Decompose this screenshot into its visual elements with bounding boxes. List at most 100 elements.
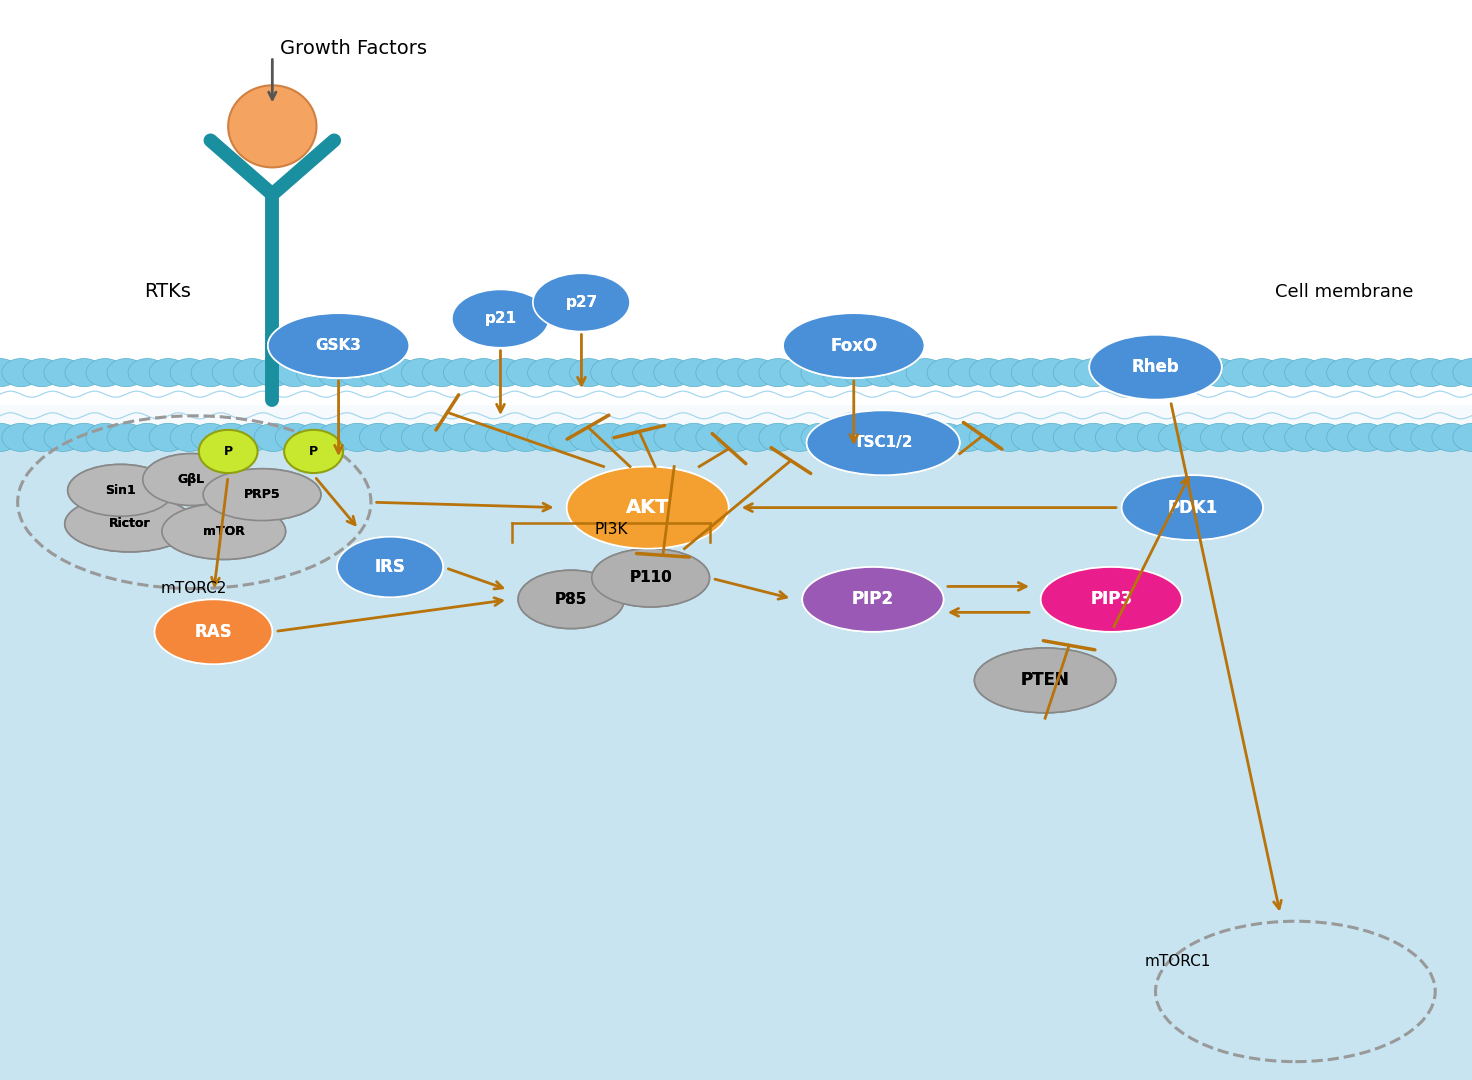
Circle shape [570, 423, 608, 451]
Circle shape [780, 423, 818, 451]
Ellipse shape [65, 496, 194, 552]
Text: Rictor: Rictor [109, 517, 150, 530]
Circle shape [1285, 359, 1323, 387]
Circle shape [590, 423, 629, 451]
Text: P85: P85 [555, 592, 587, 607]
Circle shape [1, 359, 40, 387]
Ellipse shape [802, 567, 944, 632]
Circle shape [1453, 423, 1472, 451]
Text: PRP5: PRP5 [244, 488, 280, 501]
Circle shape [927, 359, 966, 387]
Ellipse shape [567, 467, 729, 549]
Circle shape [864, 423, 902, 451]
Text: AKT: AKT [626, 498, 670, 517]
Circle shape [1011, 423, 1050, 451]
Circle shape [927, 423, 966, 451]
Ellipse shape [518, 570, 624, 629]
Circle shape [1453, 359, 1472, 387]
Circle shape [318, 359, 356, 387]
Circle shape [570, 359, 608, 387]
Circle shape [296, 359, 334, 387]
Circle shape [1242, 359, 1281, 387]
Ellipse shape [268, 313, 409, 378]
Circle shape [402, 359, 440, 387]
Text: FoxO: FoxO [830, 337, 877, 354]
Circle shape [1138, 359, 1176, 387]
Text: mTOR: mTOR [203, 525, 244, 538]
Circle shape [171, 359, 209, 387]
Ellipse shape [807, 410, 960, 475]
Circle shape [191, 423, 230, 451]
Circle shape [318, 423, 356, 451]
Ellipse shape [203, 469, 321, 521]
Circle shape [486, 423, 524, 451]
Ellipse shape [452, 289, 549, 348]
Ellipse shape [1122, 475, 1263, 540]
Text: TSC1/2: TSC1/2 [854, 435, 913, 450]
Text: PIP3: PIP3 [1091, 591, 1132, 608]
Circle shape [443, 423, 481, 451]
Circle shape [1369, 423, 1407, 451]
Ellipse shape [162, 503, 286, 559]
Circle shape [549, 423, 587, 451]
Circle shape [1032, 359, 1070, 387]
Circle shape [233, 423, 271, 451]
Circle shape [654, 359, 692, 387]
Circle shape [191, 359, 230, 387]
Circle shape [1410, 359, 1448, 387]
Circle shape [737, 423, 776, 451]
Circle shape [422, 423, 461, 451]
Text: mTOR: mTOR [203, 525, 244, 538]
Text: Rictor: Rictor [109, 517, 150, 530]
Text: RAS: RAS [194, 623, 233, 640]
Circle shape [107, 423, 146, 451]
Text: p27: p27 [565, 295, 598, 310]
Circle shape [1095, 359, 1133, 387]
Circle shape [0, 423, 19, 451]
Ellipse shape [268, 313, 409, 378]
Text: P110: P110 [629, 570, 673, 585]
Circle shape [948, 423, 986, 451]
Circle shape [1263, 423, 1301, 451]
Circle shape [359, 423, 397, 451]
Circle shape [801, 423, 839, 451]
Circle shape [801, 359, 839, 387]
Text: P85: P85 [555, 592, 587, 607]
Text: PI3K: PI3K [595, 522, 627, 537]
Circle shape [171, 423, 209, 451]
Circle shape [65, 359, 103, 387]
Circle shape [821, 359, 860, 387]
Circle shape [674, 423, 712, 451]
Circle shape [821, 423, 860, 451]
Text: GβL: GβL [178, 473, 205, 486]
Circle shape [359, 359, 397, 387]
Circle shape [612, 423, 651, 451]
Circle shape [885, 423, 923, 451]
Circle shape [506, 423, 545, 451]
Text: mTORC1: mTORC1 [1144, 954, 1211, 969]
Circle shape [402, 423, 440, 451]
FancyBboxPatch shape [0, 0, 1472, 405]
Circle shape [633, 423, 671, 451]
Circle shape [1432, 423, 1471, 451]
Circle shape [843, 423, 882, 451]
Circle shape [760, 359, 798, 387]
FancyBboxPatch shape [0, 373, 1472, 437]
Circle shape [1222, 359, 1260, 387]
Circle shape [275, 423, 314, 451]
Circle shape [780, 359, 818, 387]
Ellipse shape [592, 549, 710, 607]
Text: P110: P110 [629, 570, 673, 585]
Circle shape [212, 423, 250, 451]
Circle shape [233, 359, 271, 387]
Ellipse shape [533, 273, 630, 332]
Ellipse shape [228, 85, 316, 167]
Circle shape [1138, 423, 1176, 451]
Circle shape [907, 423, 945, 451]
Text: p27: p27 [565, 295, 598, 310]
Text: P: P [309, 445, 318, 458]
Circle shape [1348, 423, 1387, 451]
Circle shape [549, 359, 587, 387]
Text: PTEN: PTEN [1020, 672, 1070, 689]
Circle shape [907, 359, 945, 387]
